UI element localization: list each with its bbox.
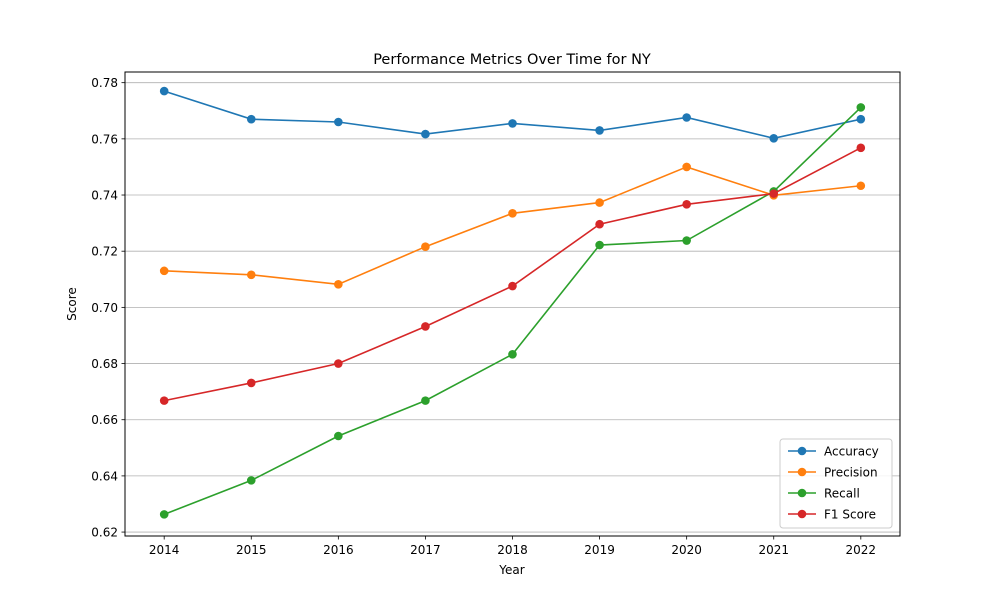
data-point (246, 114, 256, 124)
y-tick-label: 0.78 (91, 76, 118, 90)
data-point (856, 103, 866, 112)
data-point (682, 199, 691, 209)
data-point (508, 208, 517, 218)
x-tick-label: 2022 (846, 543, 877, 557)
y-tick-label: 0.70 (91, 301, 118, 315)
y-tick-label: 0.66 (91, 413, 118, 427)
legend-label: Accuracy (824, 445, 879, 459)
data-point (682, 113, 691, 122)
data-point (246, 476, 256, 485)
data-point (682, 236, 691, 245)
data-point (159, 86, 169, 96)
data-point (421, 396, 430, 405)
legend-box (779, 438, 893, 529)
data-point (421, 242, 430, 252)
x-axis-label: Year (498, 563, 524, 577)
data-point (595, 219, 604, 229)
legend-swatch-marker (797, 446, 807, 456)
x-tick-label: 2014 (149, 543, 180, 557)
legend-label: Precision (824, 466, 878, 480)
data-point (769, 189, 779, 198)
data-point (595, 240, 604, 250)
legend-swatch-marker (797, 488, 807, 498)
data-point (856, 114, 866, 124)
y-tick-label: 0.74 (91, 189, 118, 203)
data-point (159, 266, 169, 276)
legend-item: F1 Score (788, 508, 876, 522)
data-point (595, 126, 604, 135)
data-point (769, 133, 779, 143)
legend-item: Recall (788, 487, 860, 501)
y-tick-label: 0.72 (91, 245, 118, 259)
legend-item: Precision (788, 466, 878, 480)
data-point (159, 396, 169, 405)
x-axis-ticks: 2014 2015 2016 2017 2018 2019 2020 2021 2022 (149, 536, 876, 557)
y-axis-label: Score (65, 287, 79, 321)
x-tick-label: 2020 (671, 543, 702, 557)
y-tick-label: 0.62 (91, 526, 118, 540)
series-accuracy (159, 86, 866, 143)
x-tick-label: 2018 (497, 543, 528, 557)
y-axis-ticks: 0.62 0.64 0.66 0.68 0.70 0.72 0.74 0.76 0.78 (91, 76, 125, 540)
x-tick-label: 2015 (236, 543, 267, 557)
data-point (421, 129, 430, 139)
y-tick-label: 0.68 (91, 357, 118, 371)
data-point (595, 198, 604, 207)
legend-item: Accuracy (788, 445, 879, 459)
y-tick-label: 0.76 (91, 132, 118, 146)
data-point (246, 378, 256, 388)
data-point (159, 510, 169, 519)
chart-title: Performance Metrics Over Time for NY (373, 52, 651, 68)
data-point (334, 359, 343, 368)
series-layer (159, 86, 866, 519)
legend-swatch-marker (797, 467, 807, 477)
series-f1-score (159, 143, 866, 405)
series-recall (159, 103, 866, 519)
x-tick-label: 2017 (410, 543, 441, 557)
data-point (246, 270, 256, 280)
legend-label: Recall (824, 487, 860, 501)
x-tick-label: 2019 (584, 543, 615, 557)
data-point (334, 280, 343, 289)
legend: Accuracy Precision Recall F1 Score (779, 438, 893, 529)
data-point (334, 117, 343, 127)
data-point (682, 162, 691, 172)
data-point (856, 181, 866, 191)
data-point (508, 281, 517, 291)
data-point (508, 349, 517, 359)
data-point (421, 322, 430, 331)
data-point (856, 143, 866, 153)
x-tick-label: 2021 (758, 543, 789, 557)
data-point (508, 119, 517, 128)
y-tick-label: 0.64 (91, 469, 118, 483)
x-tick-label: 2016 (323, 543, 354, 557)
data-point (334, 431, 343, 441)
legend-swatch-marker (797, 509, 807, 519)
legend-label: F1 Score (824, 508, 876, 522)
